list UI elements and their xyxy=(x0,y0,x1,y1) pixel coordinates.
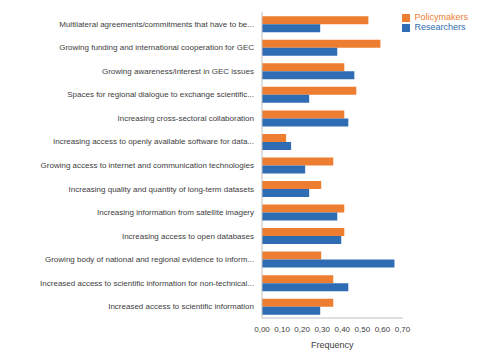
svg-text:0,20: 0,20 xyxy=(294,325,310,334)
svg-text:0,40: 0,40 xyxy=(334,325,350,334)
svg-text:Increasing access to openly av: Increasing access to openly available so… xyxy=(53,137,254,146)
svg-text:0,10: 0,10 xyxy=(274,325,290,334)
svg-text:Increasing quality and quantit: Increasing quality and quantity of long-… xyxy=(69,185,254,194)
svg-text:Growing access to internet and: Growing access to internet and communica… xyxy=(41,161,254,170)
svg-text:0,30: 0,30 xyxy=(314,325,330,334)
svg-text:Frequency: Frequency xyxy=(311,340,354,350)
svg-text:Growing body of national and r: Growing body of national and regional ev… xyxy=(45,255,254,264)
html-text:Policymakers: Policymakers xyxy=(414,12,468,22)
svg-text:Increased access to scientific: Increased access to scientific informati… xyxy=(40,279,254,288)
svg-text:Increasing access to open data: Increasing access to open databases xyxy=(122,232,254,241)
svg-text:0,70: 0,70 xyxy=(395,325,411,334)
svg-text:Increased access to scientific: Increased access to scientific informati… xyxy=(108,302,254,311)
svg-text:0,50: 0,50 xyxy=(355,325,371,334)
html-text:Researchers: Researchers xyxy=(414,22,466,32)
svg-text:Increasing information from sa: Increasing information from satellite im… xyxy=(97,208,254,217)
svg-text:Multilateral agreements/commit: Multilateral agreements/commitments that… xyxy=(59,20,254,29)
svg-text:0,60: 0,60 xyxy=(375,325,391,334)
svg-text:Spaces for regional dialogue t: Spaces for regional dialogue to exchange… xyxy=(67,90,254,99)
svg-text:Growing funding and internatio: Growing funding and international cooper… xyxy=(59,43,254,52)
svg-text:Growing awareness/interest in: Growing awareness/interest in GEC issues xyxy=(102,67,254,76)
svg-text:Increasing cross-sectoral coll: Increasing cross-sectoral collaboration xyxy=(117,114,254,123)
svg-text:0,00: 0,00 xyxy=(254,325,270,334)
